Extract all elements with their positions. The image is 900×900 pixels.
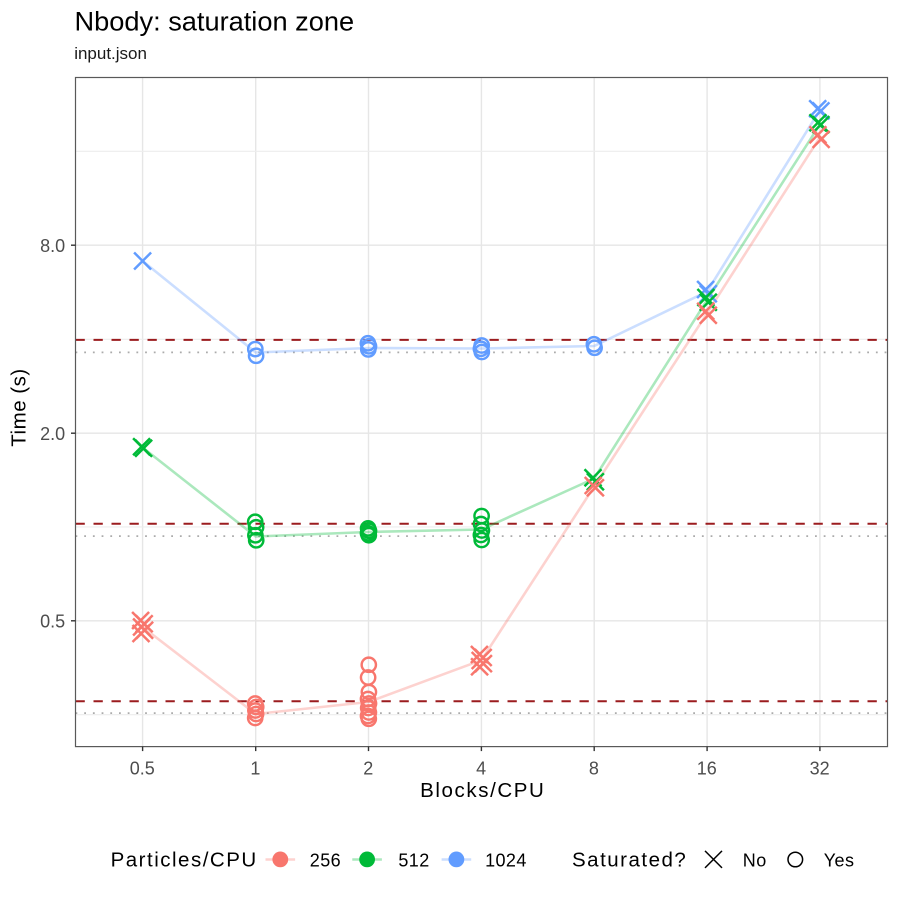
svg-text:4: 4 — [476, 758, 486, 778]
svg-text:Particles/CPU: Particles/CPU — [111, 849, 258, 872]
svg-text:Blocks/CPU: Blocks/CPU — [420, 779, 545, 802]
svg-text:512: 512 — [398, 850, 429, 870]
svg-text:8.0: 8.0 — [40, 236, 65, 256]
svg-text:input.json: input.json — [74, 44, 147, 63]
svg-text:256: 256 — [310, 850, 341, 870]
svg-text:2.0: 2.0 — [40, 424, 65, 444]
svg-text:0.5: 0.5 — [40, 612, 65, 632]
svg-text:Yes: Yes — [824, 850, 855, 870]
svg-text:0.5: 0.5 — [130, 758, 155, 778]
svg-text:No: No — [743, 850, 767, 870]
svg-text:32: 32 — [810, 758, 830, 778]
svg-text:Time (s): Time (s) — [8, 368, 31, 446]
svg-text:1: 1 — [250, 758, 260, 778]
svg-text:Saturated?: Saturated? — [572, 849, 687, 872]
svg-text:2: 2 — [363, 758, 373, 778]
svg-text:1024: 1024 — [485, 850, 527, 870]
svg-text:Nbody: saturation zone: Nbody: saturation zone — [75, 5, 355, 36]
svg-text:8: 8 — [589, 758, 599, 778]
svg-text:16: 16 — [697, 758, 717, 778]
